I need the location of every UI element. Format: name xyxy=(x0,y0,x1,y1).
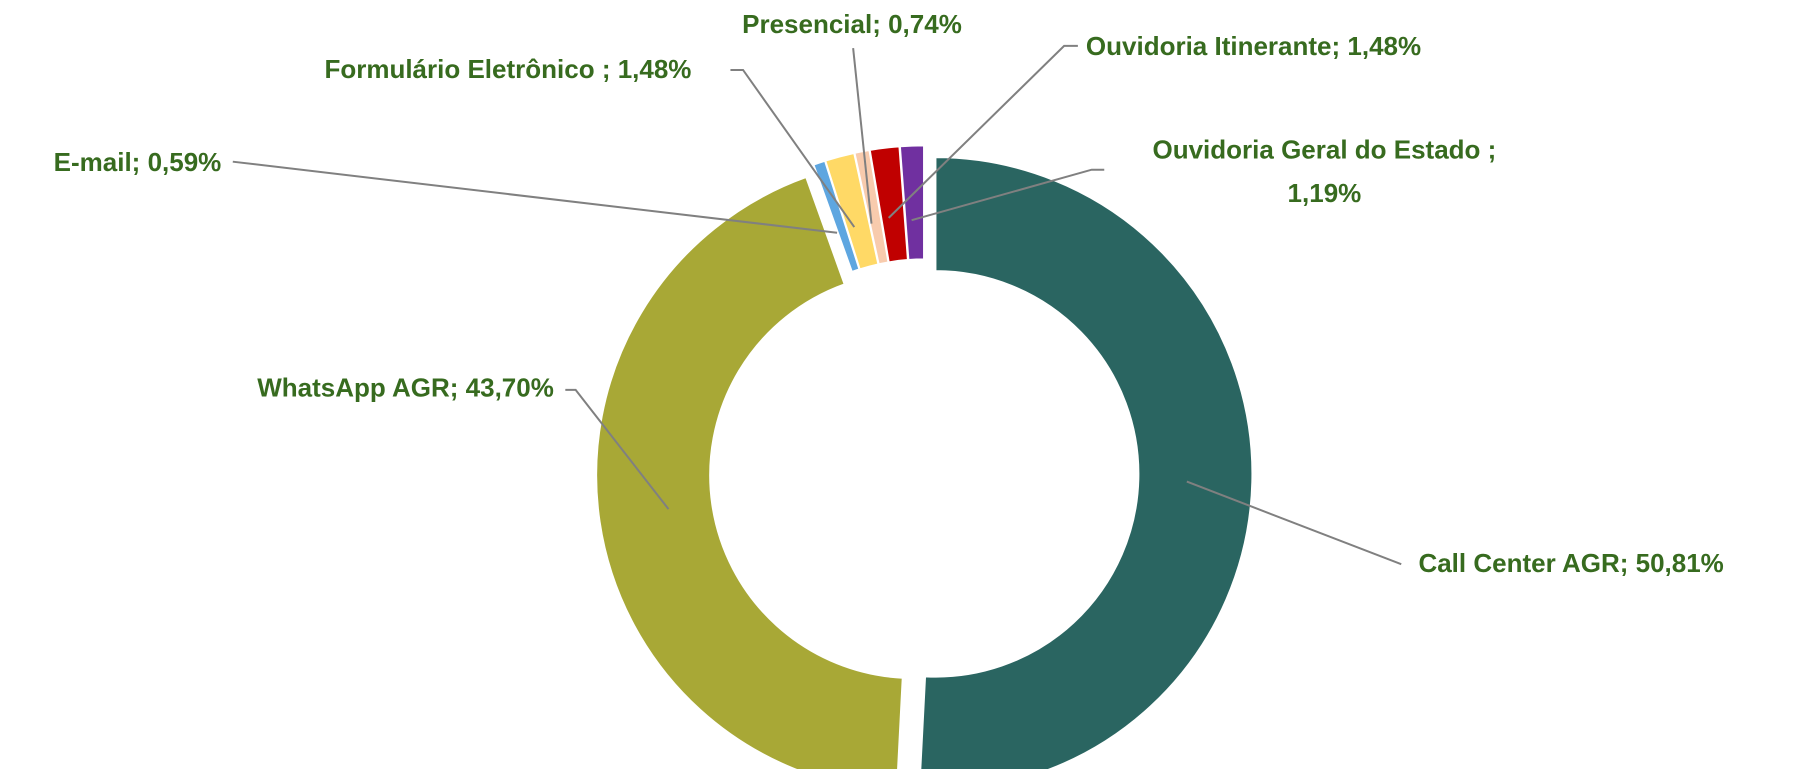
donut-slice xyxy=(595,176,904,769)
leader-line xyxy=(232,160,838,234)
donut-slice xyxy=(869,145,909,263)
donut-slice xyxy=(824,152,880,270)
leader-line xyxy=(911,168,1105,222)
data-label: Ouvidoria Geral do Estado ; 1,19% xyxy=(1152,134,1496,208)
donut-slice xyxy=(853,149,890,265)
donut-slice xyxy=(899,144,925,261)
leader-line xyxy=(852,48,873,224)
data-label: E-mail; 0,59% xyxy=(54,147,222,177)
leader-line xyxy=(730,68,856,228)
leader-line xyxy=(1186,480,1402,566)
leader-line xyxy=(887,44,1078,219)
leader-line xyxy=(565,388,670,510)
data-label: Formulário Eletrônico ; 1,48% xyxy=(324,54,691,84)
data-label: Call Center AGR; 50,81% xyxy=(1418,548,1723,578)
data-label-line: 1,19% xyxy=(1288,178,1362,208)
data-label: Ouvidoria Itinerante; 1,48% xyxy=(1086,31,1421,61)
data-label: Presencial; 0,74% xyxy=(742,9,962,39)
donut-slice xyxy=(919,156,1253,769)
data-label: WhatsApp AGR; 43,70% xyxy=(257,373,554,403)
data-label-line: Ouvidoria Geral do Estado ; xyxy=(1152,134,1496,164)
